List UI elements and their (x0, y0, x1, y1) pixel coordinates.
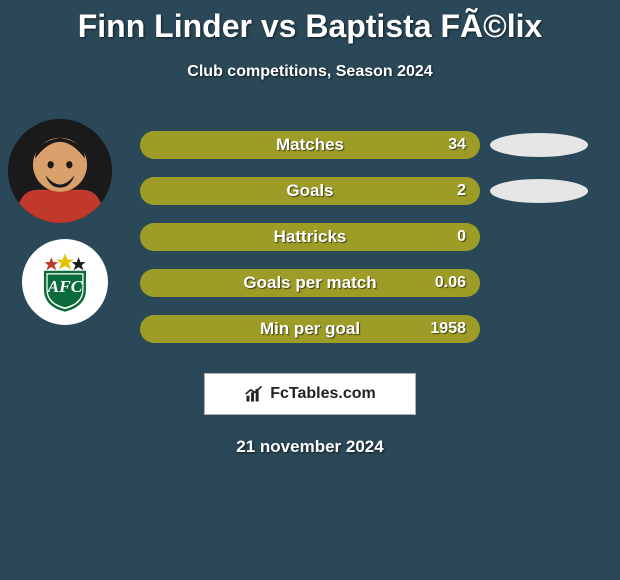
bar-chart-icon (244, 384, 264, 404)
stat-bar: Goals 2 (140, 177, 480, 205)
stat-bar-label: Min per goal (260, 319, 360, 339)
avatar-column: AFC (8, 119, 118, 325)
comparison-panel: AFC Matches 34 Goals 2 Hattricks 0 Goals per m… (0, 119, 620, 359)
attribution-box: FcTables.com (204, 373, 416, 415)
stat-ellipse-slot (490, 315, 600, 343)
stat-bar-label: Hattricks (274, 227, 347, 247)
stat-bar-label: Goals per match (243, 273, 376, 293)
club-crest: AFC (22, 239, 108, 325)
stat-bar: Matches 34 (140, 131, 480, 159)
stat-bar-value: 2 (457, 182, 466, 200)
stat-bar: Min per goal 1958 (140, 315, 480, 343)
attribution-text: FcTables.com (270, 385, 376, 403)
page-title: Finn Linder vs Baptista FÃ©lix (0, 0, 620, 45)
stat-ellipse-slot (490, 269, 600, 297)
stat-ellipses (490, 131, 600, 361)
stat-bar-label: Matches (276, 135, 344, 155)
date-text: 21 november 2024 (0, 437, 620, 457)
player-avatar (8, 119, 112, 223)
stat-ellipse (490, 179, 588, 203)
club-crest-icon: AFC (34, 251, 96, 313)
stat-bar-value: 0 (457, 228, 466, 246)
stat-bar: Goals per match 0.06 (140, 269, 480, 297)
stat-bar: Hattricks 0 (140, 223, 480, 251)
svg-text:AFC: AFC (47, 277, 83, 296)
stat-bar-value: 0.06 (435, 274, 466, 292)
stat-ellipse-slot (490, 131, 600, 159)
page-subtitle: Club competitions, Season 2024 (0, 63, 620, 81)
stat-ellipse (490, 133, 588, 157)
stat-bar-value: 34 (448, 136, 466, 154)
stat-ellipse-slot (490, 223, 600, 251)
stat-bars: Matches 34 Goals 2 Hattricks 0 Goals per match… (140, 131, 480, 361)
stat-bar-value: 1958 (430, 320, 466, 338)
stat-bar-label: Goals (286, 181, 333, 201)
player-avatar-icon (8, 119, 112, 223)
stat-ellipse-slot (490, 177, 600, 205)
